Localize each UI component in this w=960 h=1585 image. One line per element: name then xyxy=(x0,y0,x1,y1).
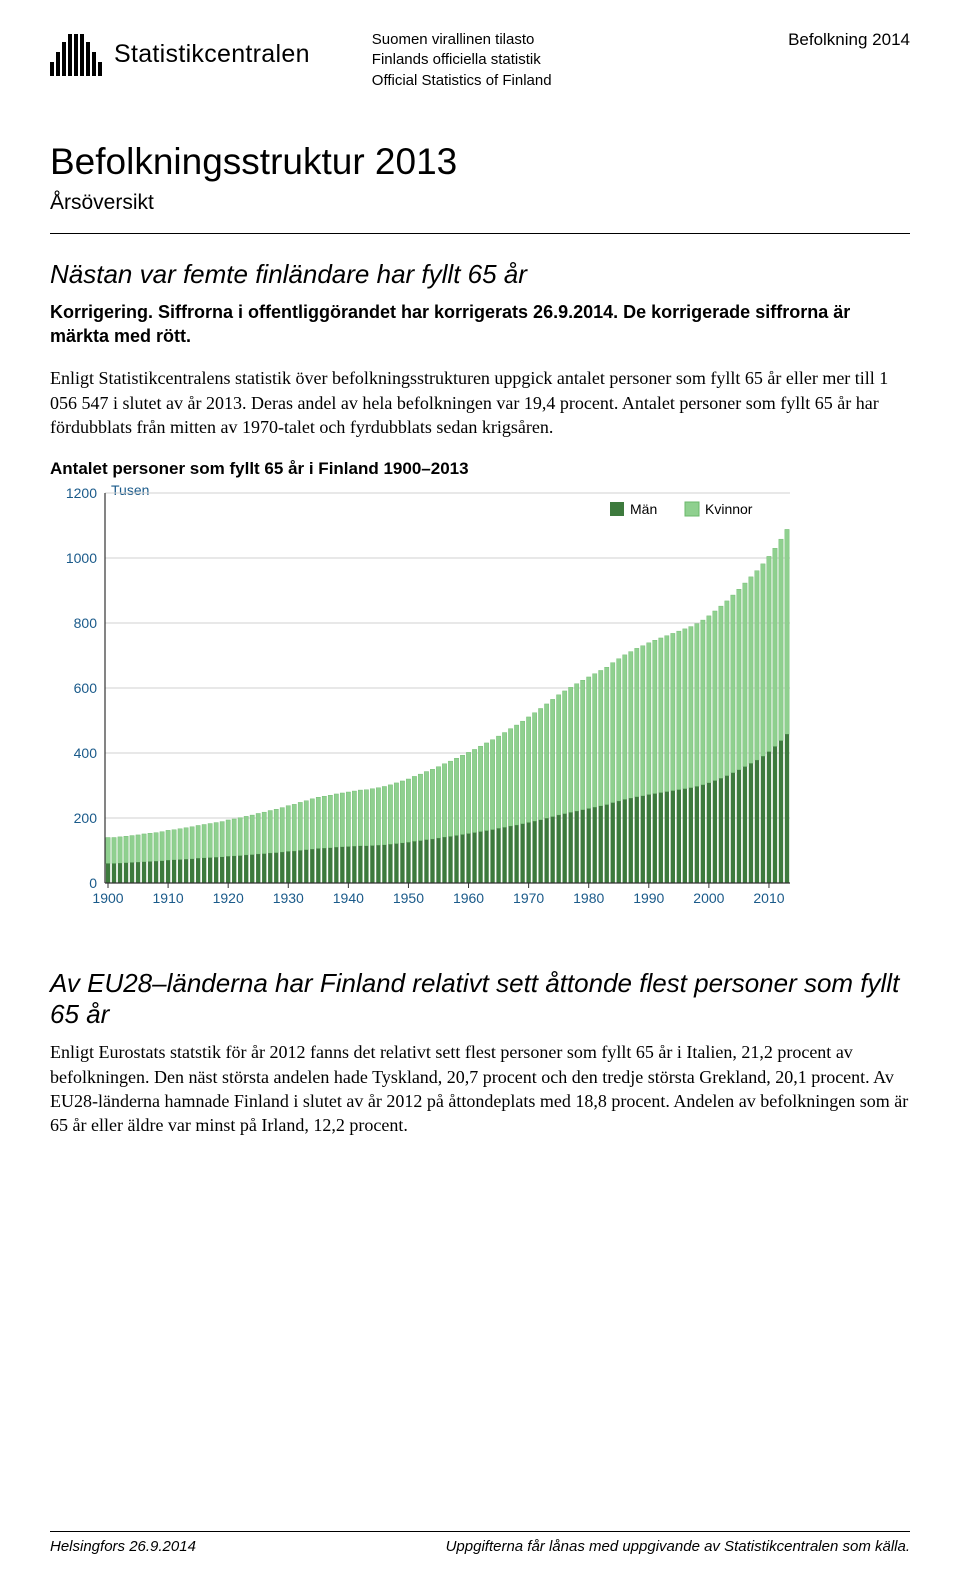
separator xyxy=(50,233,910,234)
svg-text:1920: 1920 xyxy=(213,890,244,906)
logo-icon xyxy=(50,34,102,76)
footer-left: Helsingfors 26.9.2014 xyxy=(50,1538,196,1555)
official-line-1: Suomen virallinen tilasto xyxy=(372,30,552,50)
chart-container: Tusen 0 200 400 600 800 1000 1200 1900 1910 1920 19… xyxy=(50,483,910,928)
svg-text:1990: 1990 xyxy=(633,890,664,906)
footer-right: Uppgifterna får lånas med uppgivande av … xyxy=(446,1538,910,1555)
section-1-heading: Nästan var femte finländare har fyllt 65… xyxy=(50,259,910,290)
svg-text:1960: 1960 xyxy=(453,890,484,906)
page-header: Statistikcentralen Suomen virallinen til… xyxy=(50,30,910,91)
svg-text:1900: 1900 xyxy=(92,890,123,906)
page-title: Befolkningsstruktur 2013 xyxy=(50,141,910,183)
svg-text:400: 400 xyxy=(74,745,98,761)
svg-text:1970: 1970 xyxy=(513,890,544,906)
header-left: Statistikcentralen Suomen virallinen til… xyxy=(50,30,552,91)
brand-name: Statistikcentralen xyxy=(114,40,310,69)
svg-text:2000: 2000 xyxy=(693,890,724,906)
paragraph-2: Enligt Eurostats statstik för år 2012 fa… xyxy=(50,1040,910,1137)
svg-text:1950: 1950 xyxy=(393,890,424,906)
svg-text:800: 800 xyxy=(74,615,98,631)
svg-text:Män: Män xyxy=(630,501,657,517)
svg-text:1200: 1200 xyxy=(66,485,97,501)
correction-note: Korrigering. Siffrorna i offentliggörand… xyxy=(50,300,910,349)
svg-text:600: 600 xyxy=(74,680,98,696)
official-line-3: Official Statistics of Finland xyxy=(372,71,552,91)
svg-text:1930: 1930 xyxy=(273,890,304,906)
chart-title: Antalet personer som fyllt 65 år i Finla… xyxy=(50,459,910,479)
svg-text:Kvinnor: Kvinnor xyxy=(705,501,753,517)
category-label: Befolkning 2014 xyxy=(788,30,910,50)
official-stats-block: Suomen virallinen tilasto Finlands offic… xyxy=(372,30,552,91)
stacked-bar-chart: Tusen 0 200 400 600 800 1000 1200 1900 1910 1920 19… xyxy=(50,483,800,923)
page: Statistikcentralen Suomen virallinen til… xyxy=(0,0,960,1585)
svg-text:200: 200 xyxy=(74,810,98,826)
svg-text:1000: 1000 xyxy=(66,550,97,566)
svg-text:0: 0 xyxy=(89,875,97,891)
section-2-heading: Av EU28–länderna har Finland relativt se… xyxy=(50,968,910,1030)
svg-text:Tusen: Tusen xyxy=(111,483,149,498)
svg-text:2010: 2010 xyxy=(753,890,784,906)
official-line-2: Finlands officiella statistik xyxy=(372,50,552,70)
svg-text:1910: 1910 xyxy=(153,890,184,906)
page-footer: Helsingfors 26.9.2014 Uppgifterna får lå… xyxy=(50,1531,910,1555)
svg-text:1940: 1940 xyxy=(333,890,364,906)
page-subtitle: Årsöversikt xyxy=(50,191,910,215)
paragraph-1: Enligt Statistikcentralens statistik öve… xyxy=(50,366,910,439)
svg-text:1980: 1980 xyxy=(573,890,604,906)
